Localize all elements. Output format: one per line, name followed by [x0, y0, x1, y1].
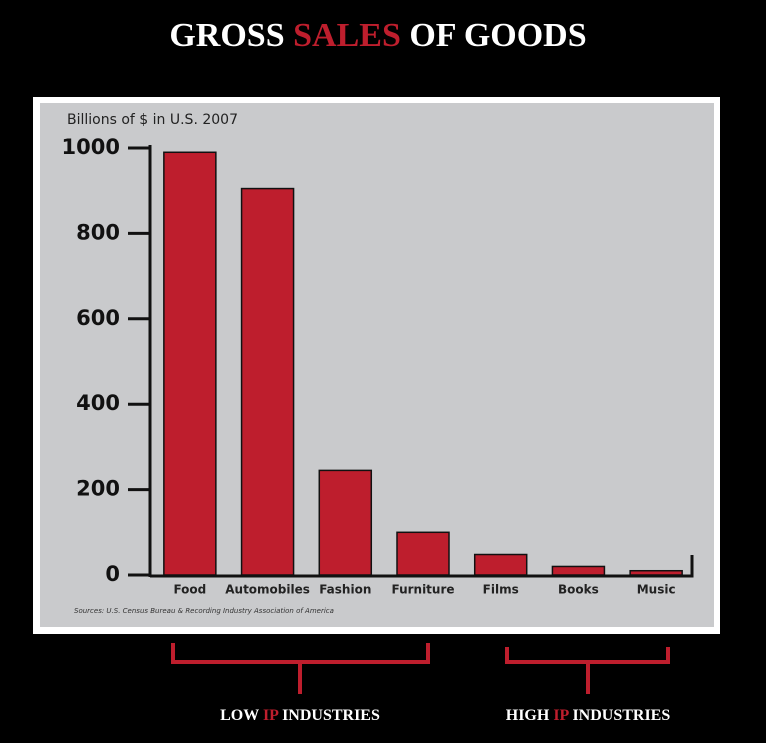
y-tick-label: 800	[76, 220, 120, 244]
x-tick-label: Films	[483, 583, 519, 597]
bar	[240, 187, 295, 576]
y-tick-label: 0	[105, 562, 120, 586]
source-note: Sources: U.S. Census Bureau & Recording …	[74, 607, 334, 615]
group-label: HIGH IP INDUSTRIES	[506, 707, 671, 724]
bar	[318, 469, 373, 576]
y-tick-label: 200	[76, 477, 120, 501]
group-label-part: IP	[553, 707, 569, 724]
x-tick-label: Books	[558, 583, 599, 597]
y-tick-label: 600	[76, 306, 120, 330]
title-part: SALES	[293, 17, 401, 54]
title-part: GROSS	[169, 17, 284, 54]
group-label-part: LOW	[220, 707, 259, 724]
group-label-part: HIGH	[506, 707, 550, 724]
x-tick-label: Food	[173, 583, 206, 597]
y-tick-label: 400	[76, 391, 120, 415]
bar	[473, 553, 528, 576]
chart-title: GROSS SALES OF GOODS	[169, 17, 586, 54]
bar	[163, 151, 217, 576]
x-tick-label: Furniture	[391, 583, 454, 597]
group-label-part: INDUSTRIES	[282, 707, 380, 724]
group-brackets	[171, 643, 670, 694]
plot-background	[40, 103, 714, 627]
group-label: LOW IP INDUSTRIES	[220, 707, 380, 724]
bar	[396, 531, 450, 576]
x-tick-label: Music	[637, 583, 676, 597]
group-label-part: IP	[263, 707, 279, 724]
group-label-part: INDUSTRIES	[572, 707, 670, 724]
bar	[629, 569, 683, 576]
x-axis	[150, 555, 694, 578]
x-tick-label: Automobiles	[225, 583, 310, 597]
bar	[551, 565, 606, 576]
title-part: OF GOODS	[409, 17, 586, 54]
y-axis-label: Billions of $ in U.S. 2007	[67, 112, 238, 128]
x-tick-label: Fashion	[319, 583, 371, 597]
y-tick-label: 1000	[62, 135, 120, 159]
